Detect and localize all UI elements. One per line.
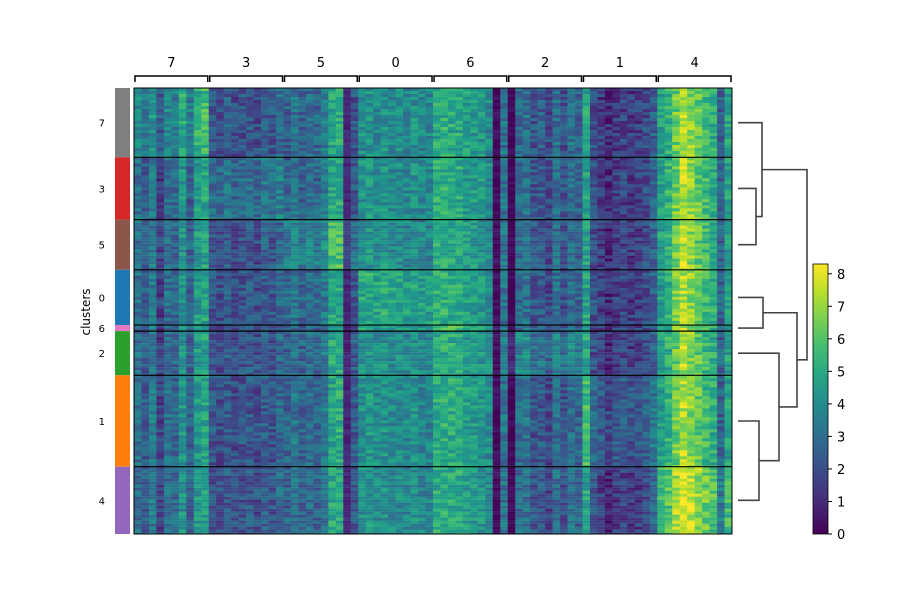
colorbar-tick-8: 8 — [837, 268, 845, 283]
row-group-labels: 7 3 5 0 6 2 1 4 — [99, 119, 105, 508]
column-group-label-6: 6 — [466, 56, 474, 71]
dendrogram-link — [762, 168, 808, 361]
column-group-label-2: 2 — [541, 56, 549, 71]
dendrogram-link — [738, 420, 760, 502]
dendrogram — [738, 121, 808, 502]
heatmap-border — [133, 87, 733, 535]
dendrogram-link — [738, 121, 763, 218]
row-label-1: 1 — [99, 417, 105, 428]
colorbar-tick-5: 5 — [837, 365, 845, 380]
colorbar-tick-7: 7 — [837, 300, 845, 315]
column-group-label-3: 3 — [242, 56, 250, 71]
cluster-bar-2 — [115, 331, 130, 376]
bracket-7 — [134, 75, 209, 82]
colorbar-tick-4: 4 — [837, 398, 845, 413]
cluster-bar-5 — [115, 219, 130, 270]
column-group-label-1: 1 — [616, 56, 624, 71]
cluster-bar-6 — [115, 325, 130, 332]
cluster-bar-3 — [115, 157, 130, 220]
group-separators — [134, 156, 732, 468]
row-label-4: 4 — [99, 496, 105, 507]
colorbar-tick-0: 0 — [837, 528, 845, 543]
row-label-6: 6 — [99, 324, 105, 335]
column-group-label-7: 7 — [167, 56, 175, 71]
cluster-bar-1 — [115, 375, 130, 467]
y-axis-label: clusters — [79, 288, 93, 335]
dendrogram-link — [763, 311, 798, 408]
bracket-5 — [283, 75, 358, 82]
column-group-label-4: 4 — [690, 56, 698, 71]
row-label-3: 3 — [99, 184, 105, 195]
dendrogram-link — [738, 296, 764, 329]
bracket-1 — [582, 75, 657, 82]
bracket-2 — [508, 75, 583, 82]
colorbar-tick-1: 1 — [837, 495, 845, 510]
colorbar-tick-3: 3 — [837, 430, 845, 445]
cluster-bar-7 — [115, 88, 130, 158]
column-group-label-5: 5 — [317, 56, 325, 71]
dendrogram-link — [738, 187, 757, 246]
row-label-7: 7 — [99, 119, 105, 130]
bracket-6 — [433, 75, 508, 82]
bracket-4 — [657, 75, 732, 82]
row-label-2: 2 — [99, 349, 105, 360]
cluster-bar-4 — [115, 466, 130, 534]
row-label-0: 0 — [99, 293, 105, 304]
colorbar — [812, 263, 829, 535]
column-group-label-0: 0 — [391, 56, 399, 71]
cluster-color-bar — [115, 88, 130, 534]
colorbar-tick-6: 6 — [837, 333, 845, 348]
heatmap-cells — [134, 88, 733, 535]
cluster-bar-0 — [115, 269, 130, 326]
colorbar-ticks: 0 1 2 3 4 5 6 7 8 — [828, 268, 845, 543]
bracket-3 — [209, 75, 284, 82]
colorbar-tick-2: 2 — [837, 463, 845, 478]
row-label-5: 5 — [99, 241, 105, 252]
bracket-0 — [358, 75, 433, 82]
column-group-brackets: 7 3 5 0 6 2 1 4 — [134, 56, 732, 82]
